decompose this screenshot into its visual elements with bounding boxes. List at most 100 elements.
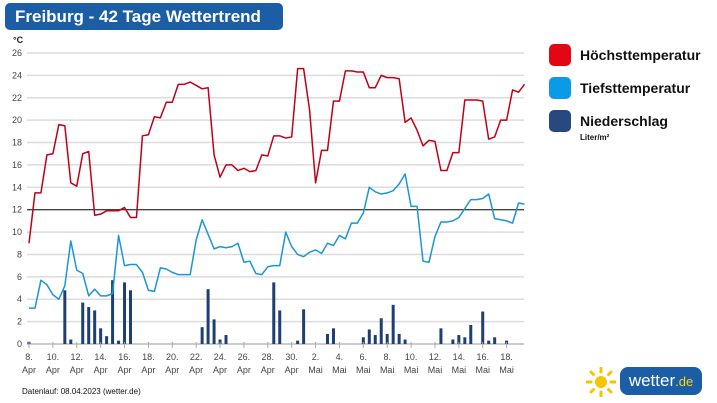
y-tick-label: 24 bbox=[12, 70, 22, 80]
x-tick-day: 16. bbox=[118, 352, 131, 362]
x-tick-day: 18. bbox=[142, 352, 155, 362]
y-tick-label: 14 bbox=[12, 182, 22, 192]
precip-bar bbox=[469, 324, 473, 344]
y-tick-label: 4 bbox=[17, 294, 22, 304]
sun-icon bbox=[586, 367, 616, 397]
precip-bar bbox=[69, 339, 73, 344]
precip-bar bbox=[367, 329, 371, 344]
x-tick-day: 20. bbox=[166, 352, 179, 362]
precip-bar bbox=[93, 310, 97, 344]
y-tick-label: 20 bbox=[12, 115, 22, 125]
x-tick-day: 26. bbox=[238, 352, 251, 362]
data-run-note: Datenlauf: 08.04.2023 (wetter.de) bbox=[22, 387, 141, 396]
low-temp-line bbox=[29, 173, 525, 309]
precip-bar bbox=[212, 319, 216, 344]
logo-name: wetter bbox=[628, 371, 676, 390]
x-tick-month: Mai bbox=[404, 365, 419, 375]
logo-tld: .de bbox=[675, 374, 694, 389]
legend-swatch-high bbox=[549, 44, 571, 66]
x-tick-day: 6. bbox=[360, 352, 368, 362]
x-tick-day: 22. bbox=[190, 352, 203, 362]
x-tick-day: 24. bbox=[214, 352, 227, 362]
x-tick-day: 28. bbox=[262, 352, 275, 362]
precip-bar bbox=[379, 318, 383, 344]
x-tick-month: Mai bbox=[428, 365, 443, 375]
precip-bar bbox=[99, 328, 103, 344]
precip-bar bbox=[63, 290, 67, 344]
x-tick-month: Apr bbox=[261, 365, 275, 375]
x-tick-day: 8. bbox=[383, 352, 391, 362]
x-tick-month: Apr bbox=[285, 365, 299, 375]
x-tick-month: Mai bbox=[499, 365, 514, 375]
x-tick-month: Apr bbox=[189, 365, 203, 375]
precip-bar bbox=[302, 309, 306, 344]
precip-bar bbox=[123, 282, 127, 344]
x-tick-month: Apr bbox=[141, 365, 155, 375]
precip-bar bbox=[361, 337, 365, 344]
x-tick-month: Apr bbox=[70, 365, 84, 375]
x-tick-month: Mai bbox=[475, 365, 490, 375]
y-tick-label: 16 bbox=[12, 160, 22, 170]
precip-bar bbox=[493, 337, 497, 344]
x-tick-month: Apr bbox=[22, 365, 36, 375]
x-tick-day: 10. bbox=[405, 352, 418, 362]
y-tick-label: 10 bbox=[12, 227, 22, 237]
precip-bar bbox=[397, 333, 401, 344]
legend-label-precip: Niederschlag bbox=[580, 113, 668, 129]
x-tick-month: Apr bbox=[118, 365, 132, 375]
x-tick-day: 16. bbox=[476, 352, 489, 362]
y-tick-label: 8 bbox=[17, 249, 22, 259]
precip-bar bbox=[278, 310, 282, 344]
x-tick-month: Mai bbox=[308, 365, 323, 375]
x-tick-day: 4. bbox=[336, 352, 344, 362]
y-tick-label: 12 bbox=[12, 205, 22, 215]
precip-bar bbox=[331, 328, 335, 344]
legend-swatch-precip bbox=[549, 110, 571, 132]
x-tick-month: Mai bbox=[332, 365, 347, 375]
legend-swatch-low bbox=[549, 77, 571, 99]
y-tick-label: 6 bbox=[17, 272, 22, 282]
x-tick-day: 18. bbox=[500, 352, 513, 362]
x-tick-month: Apr bbox=[94, 365, 108, 375]
precip-bar bbox=[117, 340, 121, 344]
legend-label-low: Tiefsttemperatur bbox=[580, 80, 691, 96]
precip-bar bbox=[206, 289, 210, 344]
x-tick-day: 10. bbox=[47, 352, 60, 362]
precip-bar bbox=[481, 311, 485, 344]
precip-bar bbox=[373, 335, 377, 344]
x-tick-day: 14. bbox=[94, 352, 107, 362]
x-tick-day: 2. bbox=[312, 352, 320, 362]
page-title: Freiburg - 42 Tage Wettertrend bbox=[5, 3, 283, 30]
precip-bar bbox=[105, 336, 109, 344]
x-tick-day: 8. bbox=[25, 352, 33, 362]
y-tick-label: 18 bbox=[12, 138, 22, 148]
x-tick-day: 14. bbox=[453, 352, 466, 362]
x-tick-day: 30. bbox=[285, 352, 298, 362]
precip-bar bbox=[451, 339, 455, 344]
precip-bar bbox=[296, 340, 300, 344]
precip-bar bbox=[457, 335, 461, 344]
precip-bar bbox=[439, 328, 443, 344]
x-tick-month: Apr bbox=[165, 365, 179, 375]
precip-bar bbox=[403, 339, 407, 344]
y-unit-label: °C bbox=[13, 35, 24, 45]
precip-bar bbox=[128, 290, 132, 344]
precip-bar bbox=[224, 335, 228, 344]
x-tick-day: 12. bbox=[71, 352, 84, 362]
x-tick-month: Apr bbox=[213, 365, 227, 375]
precip-bar bbox=[200, 327, 204, 344]
precip-bar bbox=[385, 333, 389, 344]
precip-bar bbox=[326, 333, 329, 344]
y-tick-label: 2 bbox=[17, 317, 22, 327]
precip-bar bbox=[81, 302, 85, 344]
x-tick-month: Apr bbox=[46, 365, 60, 375]
x-tick-month: Apr bbox=[237, 365, 251, 375]
precip-bar bbox=[111, 280, 115, 344]
y-tick-label: 0 bbox=[17, 339, 22, 349]
y-tick-label: 26 bbox=[12, 48, 22, 58]
x-tick-month: Mai bbox=[356, 365, 371, 375]
precip-unit: Liter/m² bbox=[580, 133, 610, 142]
precip-bar bbox=[272, 282, 276, 344]
